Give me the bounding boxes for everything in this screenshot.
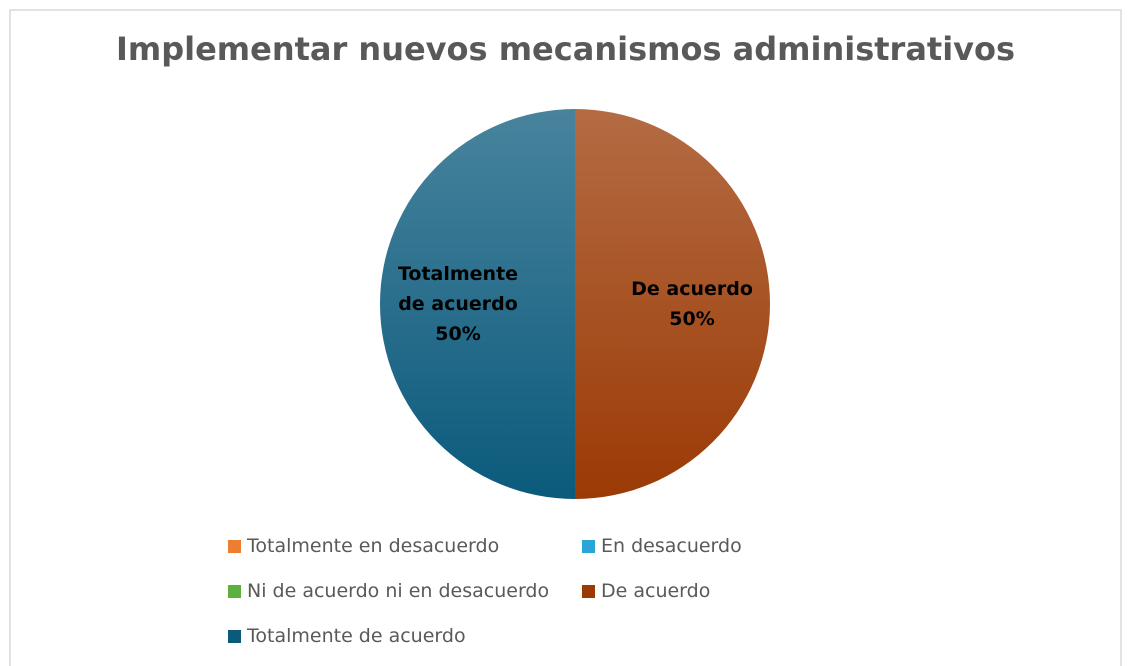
legend-label: En desacuerdo: [601, 535, 742, 557]
legend-label: Ni de acuerdo ni en desacuerdo: [247, 580, 550, 602]
legend-swatch: [582, 584, 595, 598]
legend-item: Totalmente en desacuerdo: [228, 535, 499, 557]
pie-slice: [380, 109, 575, 499]
legend-swatch: [228, 629, 241, 643]
legend-label: Totalmente de acuerdo: [247, 625, 466, 647]
legend-item: En desacuerdo: [582, 535, 742, 557]
data-label-value: 50%: [435, 323, 481, 345]
pie-slice: [575, 109, 770, 499]
legend-item: De acuerdo: [582, 580, 710, 602]
legend-label: De acuerdo: [601, 580, 711, 602]
data-label: De acuerdo 50%: [617, 274, 767, 334]
legend-swatch: [228, 539, 241, 553]
data-label: Totalmente de acuerdo 50%: [383, 259, 533, 349]
legend-label: Totalmente en desacuerdo: [247, 535, 500, 557]
legend-item: Ni de acuerdo ni en desacuerdo: [228, 580, 549, 602]
data-label-name: Totalmente de acuerdo: [397, 263, 519, 315]
data-label-value: 50%: [669, 308, 715, 330]
data-label-name: De acuerdo: [631, 278, 753, 300]
legend-swatch: [228, 584, 241, 598]
legend-item: Totalmente de acuerdo: [228, 625, 466, 647]
legend-swatch: [582, 539, 595, 553]
chart-title: Implementar nuevos mecanismos administra…: [115, 30, 1016, 68]
